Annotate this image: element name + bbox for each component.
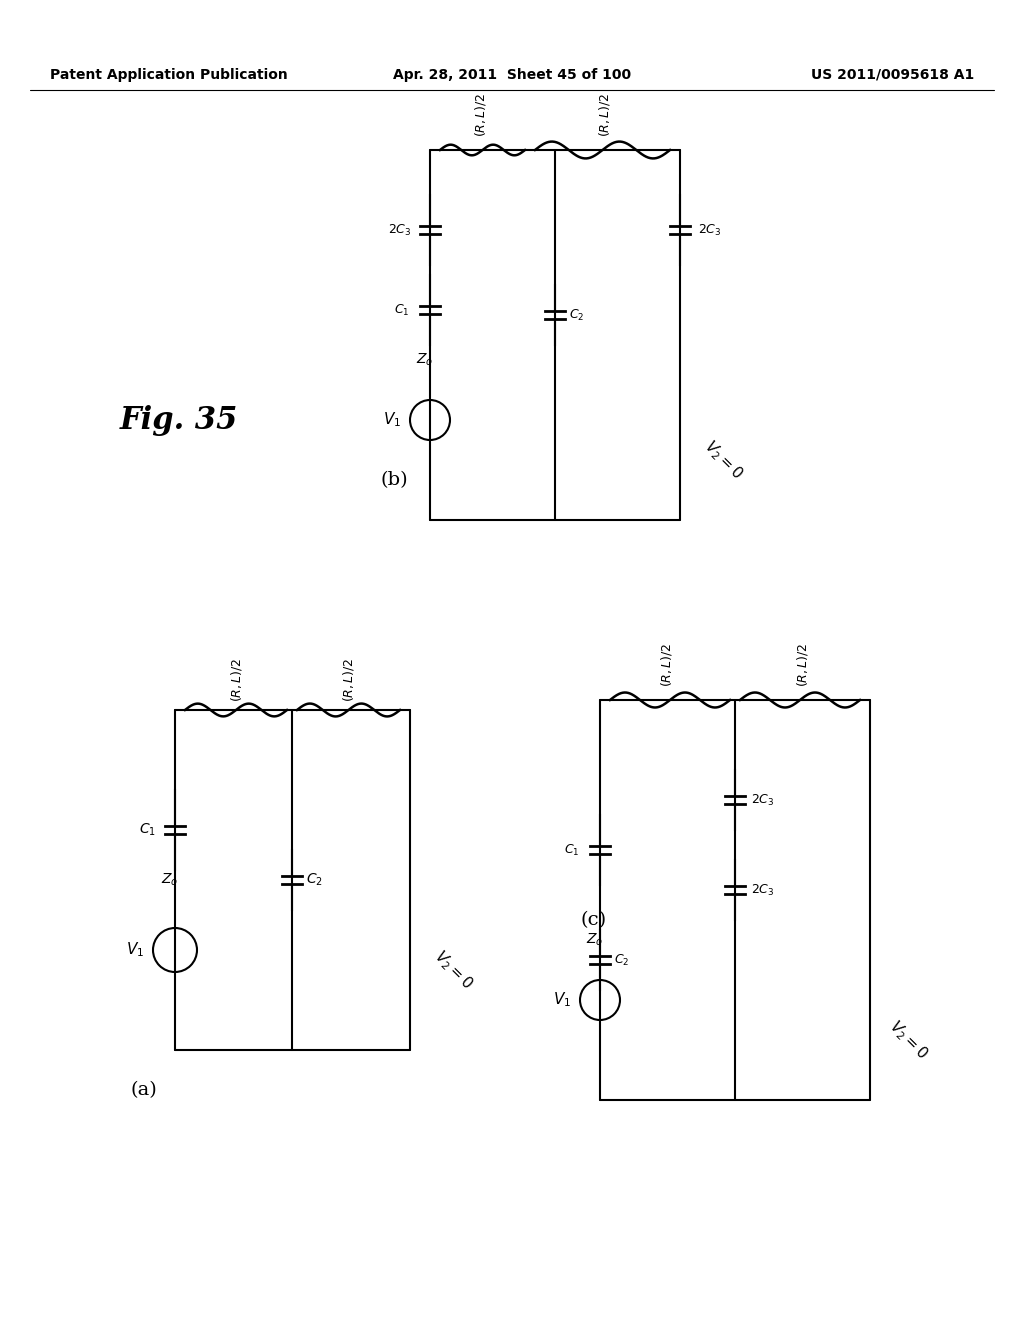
Text: $V_1$: $V_1$ (126, 941, 144, 960)
Text: (a): (a) (130, 1081, 157, 1100)
Text: $(R,L)/2$: $(R,L)/2$ (341, 657, 355, 702)
Text: $Z_o$: $Z_o$ (417, 352, 434, 368)
Text: $(R,L)/2$: $(R,L)/2$ (597, 92, 612, 137)
Text: $C_2$: $C_2$ (305, 871, 323, 888)
Text: $2C_3$: $2C_3$ (698, 223, 722, 238)
Text: $2C_3$: $2C_3$ (752, 792, 775, 808)
Text: $Z_o$: $Z_o$ (162, 871, 178, 888)
Text: $V_1$: $V_1$ (553, 990, 571, 1010)
Text: US 2011/0095618 A1: US 2011/0095618 A1 (811, 69, 974, 82)
Text: $Z_o$: $Z_o$ (587, 932, 604, 948)
Text: $2C_3$: $2C_3$ (752, 883, 775, 898)
Text: $(R,L)/2$: $(R,L)/2$ (659, 643, 675, 688)
Text: $C_1$: $C_1$ (564, 842, 580, 858)
Text: $V_2 = 0$: $V_2 = 0$ (885, 1016, 932, 1063)
Text: Apr. 28, 2011  Sheet 45 of 100: Apr. 28, 2011 Sheet 45 of 100 (393, 69, 631, 82)
Text: (b): (b) (380, 471, 408, 488)
Text: $V_2 = 0$: $V_2 = 0$ (700, 437, 746, 483)
Text: $V_2 = 0$: $V_2 = 0$ (430, 946, 476, 993)
Text: $(R,L)/2$: $(R,L)/2$ (795, 643, 810, 688)
Text: $2C_3$: $2C_3$ (388, 223, 412, 238)
Text: Fig. 35: Fig. 35 (120, 404, 239, 436)
Text: $C_1$: $C_1$ (394, 302, 410, 318)
Text: $(R,L)/2$: $(R,L)/2$ (228, 657, 244, 702)
Text: (c): (c) (580, 911, 606, 929)
Text: $C_2$: $C_2$ (569, 308, 585, 322)
Text: $V_1$: $V_1$ (383, 411, 401, 429)
Text: $C_2$: $C_2$ (614, 953, 630, 968)
Text: Patent Application Publication: Patent Application Publication (50, 69, 288, 82)
Text: $(R,L)/2$: $(R,L)/2$ (472, 92, 487, 137)
Text: $C_1$: $C_1$ (138, 822, 156, 838)
